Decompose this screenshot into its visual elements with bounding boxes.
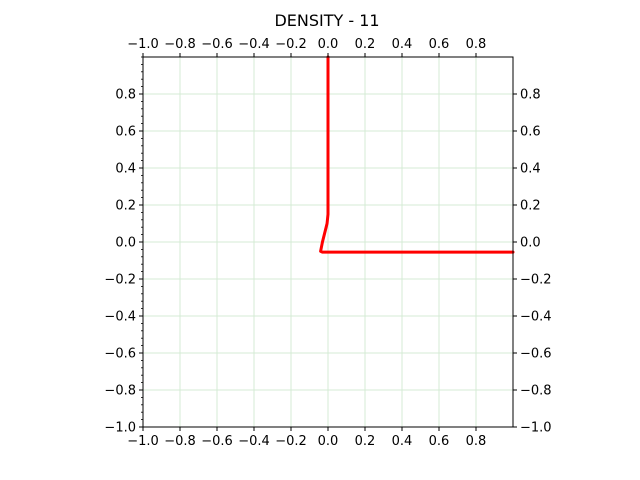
- y-tick-label-right: 0.6: [520, 125, 541, 140]
- x-tick-label-bottom: 0.6: [429, 434, 450, 449]
- x-tick-label-bottom: 0.4: [392, 434, 413, 449]
- y-tick-label-left: 0.4: [115, 162, 136, 177]
- chart-title: DENSITY - 11: [274, 11, 379, 30]
- y-tick-label-right: −1.0: [520, 421, 552, 436]
- y-tick-label-right: −0.6: [520, 347, 552, 362]
- x-tick-label-top: 0.6: [429, 37, 450, 52]
- y-tick-label-right: −0.8: [520, 384, 552, 399]
- axis-ticks: −1.0−1.0−0.8−0.8−0.6−0.6−0.4−0.4−0.2−0.2…: [104, 37, 551, 449]
- y-tick-label-right: 0.4: [520, 162, 541, 177]
- x-tick-label-bottom: −1.0: [127, 434, 159, 449]
- x-tick-label-bottom: 0.8: [466, 434, 487, 449]
- x-tick-label-top: 0.8: [466, 37, 487, 52]
- x-tick-label-top: −0.2: [275, 37, 307, 52]
- y-tick-label-left: 0.8: [115, 88, 136, 103]
- y-tick-label-right: 0.8: [520, 88, 541, 103]
- series-layer: [319, 55, 515, 254]
- x-tick-label-top: −1.0: [127, 37, 159, 52]
- x-tick-label-bottom: 0.2: [355, 434, 376, 449]
- y-tick-label-left: 0.0: [115, 236, 136, 251]
- y-tick-label-left: −0.6: [104, 347, 136, 362]
- x-tick-label-top: 0.4: [392, 37, 413, 52]
- x-tick-label-top: −0.6: [201, 37, 233, 52]
- x-tick-label-top: 0.0: [318, 37, 339, 52]
- x-tick-label-bottom: −0.6: [201, 434, 233, 449]
- x-tick-label-top: −0.8: [164, 37, 196, 52]
- y-tick-label-left: −0.8: [104, 384, 136, 399]
- x-tick-label-top: 0.2: [355, 37, 376, 52]
- x-tick-label-bottom: 0.0: [318, 434, 339, 449]
- x-tick-label-bottom: −0.8: [164, 434, 196, 449]
- y-tick-label-left: 0.6: [115, 125, 136, 140]
- y-tick-label-right: −0.2: [520, 273, 552, 288]
- y-tick-label-left: −1.0: [104, 421, 136, 436]
- series-line-0: [319, 55, 515, 254]
- y-tick-label-right: 0.2: [520, 199, 541, 214]
- y-tick-label-left: 0.2: [115, 199, 136, 214]
- x-tick-label-bottom: −0.2: [275, 434, 307, 449]
- x-tick-label-top: −0.4: [238, 37, 270, 52]
- x-tick-label-bottom: −0.4: [238, 434, 270, 449]
- y-tick-label-right: 0.0: [520, 236, 541, 251]
- y-tick-label-left: −0.2: [104, 273, 136, 288]
- y-tick-label-left: −0.4: [104, 310, 136, 325]
- y-tick-label-right: −0.4: [520, 310, 552, 325]
